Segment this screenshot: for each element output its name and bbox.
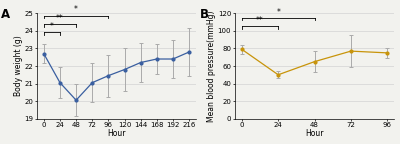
Text: **: ** [256, 16, 264, 25]
Y-axis label: Mean blood pressure(mmHg): Mean blood pressure(mmHg) [207, 10, 216, 122]
Text: A: A [1, 8, 10, 21]
X-axis label: Hour: Hour [305, 129, 324, 138]
Y-axis label: Body weight (g): Body weight (g) [14, 36, 23, 96]
Text: B: B [200, 8, 208, 21]
Text: **: ** [56, 14, 64, 23]
Text: *: * [276, 8, 280, 17]
Text: *: * [74, 5, 78, 15]
X-axis label: Hour: Hour [107, 129, 126, 138]
Text: *: * [50, 22, 54, 31]
